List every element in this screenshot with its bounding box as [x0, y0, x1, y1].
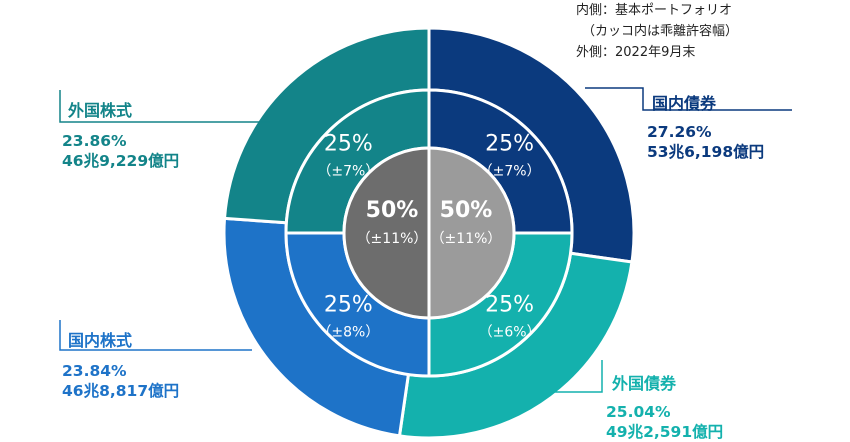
center-range-bonds: （±11%）	[431, 231, 502, 247]
pct-domestic-stocks: 23.84%	[62, 362, 127, 380]
middle-range-foreign-stocks: （±7%）	[317, 163, 379, 179]
leader-domestic-stocks	[59, 320, 252, 351]
middle-range-foreign-bonds: （±6%）	[479, 325, 541, 341]
amount-foreign-stocks: 46兆9,229億円	[62, 152, 180, 170]
middle-range-domestic-stocks: （±8%）	[317, 325, 379, 341]
center-slice-bonds	[427, 146, 516, 320]
pct-foreign-stocks: 23.86%	[62, 132, 127, 150]
label-domestic-bonds: 国内債券	[652, 94, 717, 113]
middle-label-foreign-stocks: 25%	[324, 131, 373, 156]
middle-label-domestic-bonds: 25%	[485, 131, 534, 156]
center-slice-stocks	[342, 146, 431, 320]
amount-domestic-stocks: 46兆8,817億円	[62, 382, 180, 400]
center-label-bonds: 50%	[440, 198, 493, 223]
note-inner-sub: （カッコ内は乖離許容幅）	[582, 24, 739, 39]
center-label-stocks: 50%	[366, 198, 419, 223]
label-foreign-stocks: 外国株式	[68, 101, 133, 120]
pct-foreign-bonds: 25.04%	[606, 403, 671, 421]
leader-domestic-bonds	[585, 87, 792, 111]
leader-foreign-stocks	[59, 90, 270, 123]
label-foreign-bonds: 外国債券	[612, 374, 677, 393]
leader-foreign-bonds	[553, 360, 603, 393]
pct-domestic-bonds: 27.26%	[647, 123, 712, 141]
middle-range-domestic-bonds: （±7%）	[479, 163, 541, 179]
middle-label-foreign-bonds: 25%	[485, 293, 534, 318]
center-range-stocks: （±11%）	[357, 231, 428, 247]
amount-foreign-bonds: 49兆2,591億円	[606, 423, 724, 441]
amount-domestic-bonds: 53兆6,198億円	[647, 143, 765, 161]
middle-label-domestic-stocks: 25%	[324, 293, 373, 318]
label-domestic-stocks: 国内株式	[68, 331, 133, 350]
note-inner: 内側：基本ポートフォリオ	[576, 3, 733, 18]
note-outer: 外側：2022年9月末	[576, 45, 696, 60]
